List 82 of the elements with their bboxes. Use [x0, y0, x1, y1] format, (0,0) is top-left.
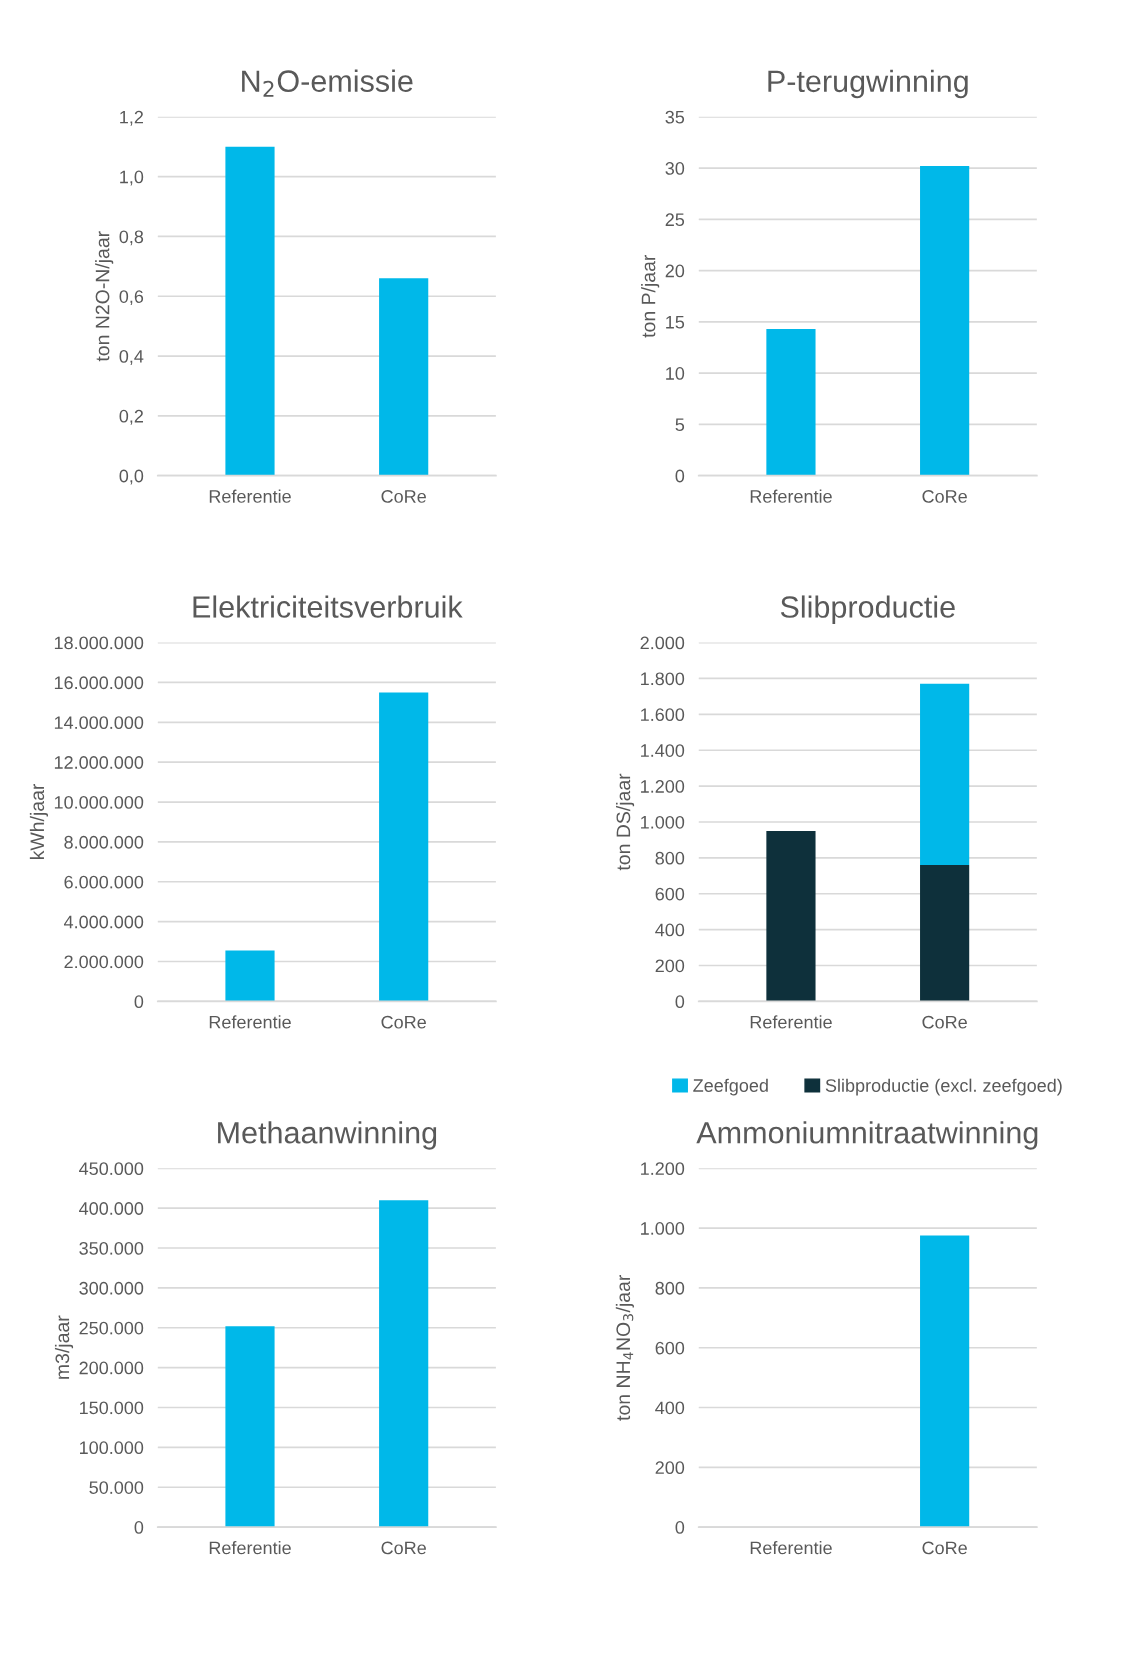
y-tick-label: 0	[675, 995, 685, 1009]
x-tick-label: CoRe	[381, 1015, 426, 1029]
y-tick-label: 10	[666, 367, 685, 380]
y-tick-label: 1.600	[641, 708, 685, 722]
y-tick-label: 2.000.000	[64, 955, 144, 969]
y-tick-label: 400.000	[79, 1202, 144, 1215]
y-tick-label: 400	[655, 923, 685, 937]
y-axis-title: kWh/jaar	[29, 783, 48, 860]
y-tick-label: 150.000	[80, 1401, 144, 1415]
y-axis-title: ton DS/jaar	[615, 773, 635, 871]
x-tick-label: CoRe	[381, 490, 426, 503]
y-tick-label: 200	[655, 959, 685, 973]
y-axis-title: ton P/jaar	[641, 254, 660, 338]
y-tick-label: 25	[665, 213, 685, 227]
y-tick-label: 1.200	[641, 780, 685, 793]
y-tick-label: 10.000.000	[54, 795, 144, 809]
y-tick-label: 1,0	[120, 170, 144, 186]
x-tick-label: CoRe	[922, 1541, 967, 1555]
y-tick-label: 6.000.000	[64, 875, 144, 889]
y-tick-label: 0	[134, 995, 144, 1009]
y-tick-label: 1.000	[641, 1222, 685, 1235]
y-tick-label: 20	[665, 264, 685, 278]
y-tick-label: 200.000	[79, 1361, 144, 1375]
y-tick-label: 50.000	[89, 1481, 144, 1494]
y-tick-label: 100.000	[80, 1441, 144, 1455]
x-tick-label: Referentie	[209, 489, 291, 503]
y-tick-label: 4.000.000	[63, 915, 144, 929]
y-axis-title: ton NH$_{4}$NO$_{3}$/jaar	[615, 1274, 634, 1421]
y-tick-label: 0,6	[119, 290, 144, 306]
chart-title: Slibproductie	[780, 595, 955, 624]
y-tick-label: 30	[665, 162, 685, 175]
x-tick-label: Referentie	[209, 1015, 291, 1029]
y-tick-label: 0	[675, 469, 685, 483]
chart-title: Methaanwinning	[218, 1121, 437, 1150]
y-tick-label: 12.000.000	[54, 756, 144, 769]
y-tick-label: 0,8	[119, 230, 144, 246]
chart-title: P-terugwinning	[768, 69, 968, 99]
y-tick-label: 0,0	[119, 469, 144, 485]
y-tick-label: 0,4	[119, 349, 144, 365]
y-tick-label: 350.000	[79, 1241, 144, 1255]
y-tick-label: 1.400	[641, 744, 685, 757]
x-tick-label: Referentie	[750, 489, 832, 503]
y-axis-title: ton N2O-N/jaar	[95, 231, 114, 362]
y-tick-label: 400	[655, 1401, 685, 1415]
y-axis-title: m3/jaar	[54, 1315, 74, 1379]
y-tick-label: 1.800	[641, 672, 685, 686]
y-tick-label: 600	[655, 887, 685, 901]
x-tick-label: CoRe	[922, 1015, 967, 1029]
x-tick-label: Referentie	[750, 1541, 832, 1555]
y-tick-label: 0	[134, 1521, 144, 1534]
y-tick-label: 8.000.000	[64, 835, 144, 849]
y-tick-label: 200	[655, 1461, 685, 1475]
y-tick-label: 1,2	[120, 110, 143, 126]
legend-label: Slibproductie (excl. zeefgoed)	[825, 1078, 1062, 1096]
bar	[920, 865, 970, 1002]
chart-title: Elektriciteitsverbruik	[193, 595, 463, 618]
y-tick-label: 14.000.000	[54, 716, 144, 730]
y-tick-label: 2.000	[640, 636, 685, 650]
y-tick-label: 600	[655, 1341, 685, 1355]
y-tick-label: 18.000.000	[54, 636, 144, 650]
legend-label: Zeefgoed	[693, 1078, 768, 1096]
y-tick-label: 0,2	[119, 409, 143, 425]
y-tick-label: 250.000	[79, 1321, 144, 1335]
x-tick-label: Referentie	[750, 1015, 832, 1029]
x-tick-label: CoRe	[922, 490, 967, 503]
bar	[920, 683, 970, 866]
y-tick-label: 800	[655, 1281, 685, 1295]
x-tick-label: CoRe	[381, 1541, 426, 1555]
y-tick-label: 300.000	[79, 1281, 144, 1295]
y-tick-label: 15	[666, 316, 685, 329]
y-tick-label: 450.000	[79, 1162, 144, 1176]
y-tick-label: 16.000.000	[54, 676, 144, 690]
chart-title: Ammoniumnitraatwinning	[696, 1121, 1038, 1150]
y-tick-label: 0	[675, 1521, 685, 1534]
y-tick-label: 5	[675, 418, 685, 432]
bar	[766, 830, 816, 1002]
x-tick-label: Referentie	[209, 1541, 291, 1555]
y-tick-label: 35	[665, 110, 685, 124]
chart-title: N$_{2}$O-emissie	[242, 69, 413, 97]
y-tick-label: 1.200	[641, 1162, 685, 1176]
y-tick-label: 1.000	[641, 815, 685, 829]
y-tick-label: 800	[655, 851, 685, 865]
